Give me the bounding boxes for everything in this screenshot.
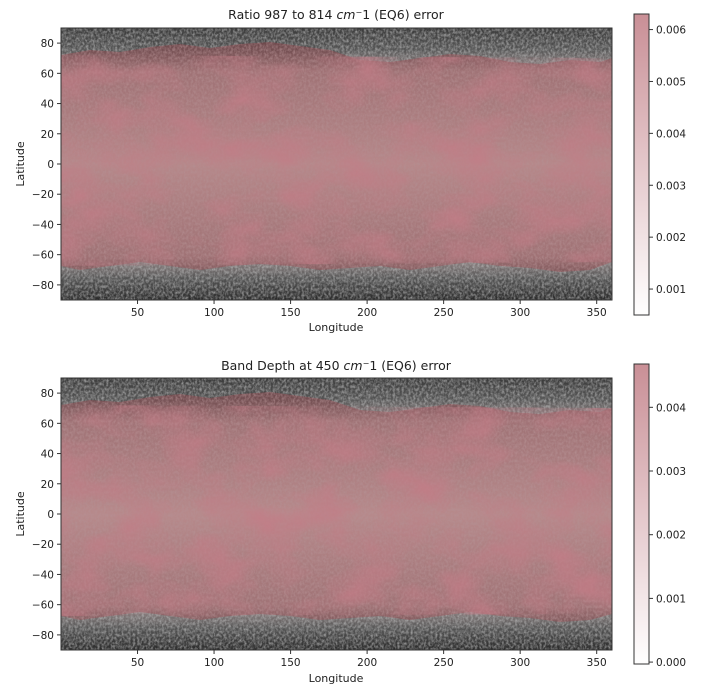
x-tick-label: 50 xyxy=(131,307,144,319)
y-tick-label: 60 xyxy=(41,418,54,430)
y-tick-label: 40 xyxy=(41,449,54,461)
y-tick-label: −20 xyxy=(32,189,54,201)
y-tick-label: 0 xyxy=(47,159,54,171)
y-tick-label: 80 xyxy=(41,388,54,400)
x-tick-label: 150 xyxy=(281,657,301,669)
colorbar-ticks: 0.004 0.003 0.002 0.001 0.000 xyxy=(649,402,686,669)
y-tick-label: 60 xyxy=(41,68,54,80)
colorbar-tick-label: 0.001 xyxy=(656,284,686,296)
x-tick-label: 100 xyxy=(204,307,224,319)
y-tick-label: 40 xyxy=(41,99,54,111)
colorbar: 0.006 0.005 0.004 0.003 0.002 0.001 xyxy=(633,13,686,316)
y-tick-label: −20 xyxy=(32,539,54,551)
colorbar-tick-label: 0.002 xyxy=(656,232,686,244)
colorbar-tick-label: 0.004 xyxy=(656,128,686,140)
x-tick-label: 300 xyxy=(510,307,530,319)
x-tick-label: 250 xyxy=(434,307,454,319)
map-title: Ratio 987 to 814 cm−1 (EQ6) error xyxy=(228,7,444,22)
y-axis-label: Latitude xyxy=(14,491,27,537)
colorbar: 0.004 0.003 0.002 0.001 0.000 xyxy=(633,363,686,669)
colorbar-tick-label: 0.003 xyxy=(656,466,686,478)
x-tick-label: 200 xyxy=(357,657,377,669)
map-panel-ratio: Ratio 987 to 814 cm−1 (EQ6) error 50 100 1… xyxy=(14,7,686,334)
map-title: Band Depth at 450 cm−1 (EQ6) error xyxy=(221,358,452,373)
y-axis: 80 60 40 20 0 −20 −40 −60 −80 xyxy=(32,38,61,292)
x-axis-label: Longitude xyxy=(309,672,364,685)
y-tick-label: −80 xyxy=(32,280,54,292)
y-axis-label: Latitude xyxy=(14,141,27,187)
x-tick-label: 300 xyxy=(510,657,530,669)
x-tick-label: 350 xyxy=(587,307,607,319)
basemap-image xyxy=(61,378,612,650)
y-tick-label: 20 xyxy=(41,479,54,491)
y-tick-label: −60 xyxy=(32,250,54,262)
x-axis: 50 100 150 200 250 300 350 xyxy=(131,650,607,669)
colorbar-gradient xyxy=(633,13,650,316)
y-tick-label: 0 xyxy=(47,509,54,521)
y-axis: 80 60 40 20 0 −20 −40 −60 −80 xyxy=(32,388,61,642)
y-tick-label: 20 xyxy=(41,129,54,141)
y-tick-label: 80 xyxy=(41,38,54,50)
colorbar-gradient xyxy=(633,363,650,665)
y-tick-label: −40 xyxy=(32,219,54,231)
x-tick-label: 250 xyxy=(434,657,454,669)
basemap-image xyxy=(61,28,612,300)
x-axis: 50 100 150 200 250 300 350 xyxy=(131,300,607,319)
x-tick-label: 200 xyxy=(357,307,377,319)
y-tick-label: −40 xyxy=(32,569,54,581)
colorbar-tick-label: 0.006 xyxy=(656,25,686,37)
y-tick-label: −60 xyxy=(32,600,54,612)
colorbar-ticks: 0.006 0.005 0.004 0.003 0.002 0.001 xyxy=(649,25,686,296)
x-tick-label: 50 xyxy=(131,657,144,669)
colorbar-tick-label: 0.001 xyxy=(656,593,686,605)
x-tick-label: 350 xyxy=(587,657,607,669)
x-tick-label: 100 xyxy=(204,657,224,669)
colorbar-tick-label: 0.000 xyxy=(656,657,686,669)
colorbar-tick-label: 0.002 xyxy=(656,530,686,542)
colorbar-tick-label: 0.005 xyxy=(656,76,686,88)
map-panel-band-depth: Band Depth at 450 cm−1 (EQ6) error 50 100… xyxy=(14,358,686,685)
x-tick-label: 150 xyxy=(281,307,301,319)
colorbar-tick-label: 0.003 xyxy=(656,180,686,192)
x-axis-label: Longitude xyxy=(309,321,364,334)
y-tick-label: −80 xyxy=(32,630,54,642)
colorbar-tick-label: 0.004 xyxy=(656,402,686,414)
